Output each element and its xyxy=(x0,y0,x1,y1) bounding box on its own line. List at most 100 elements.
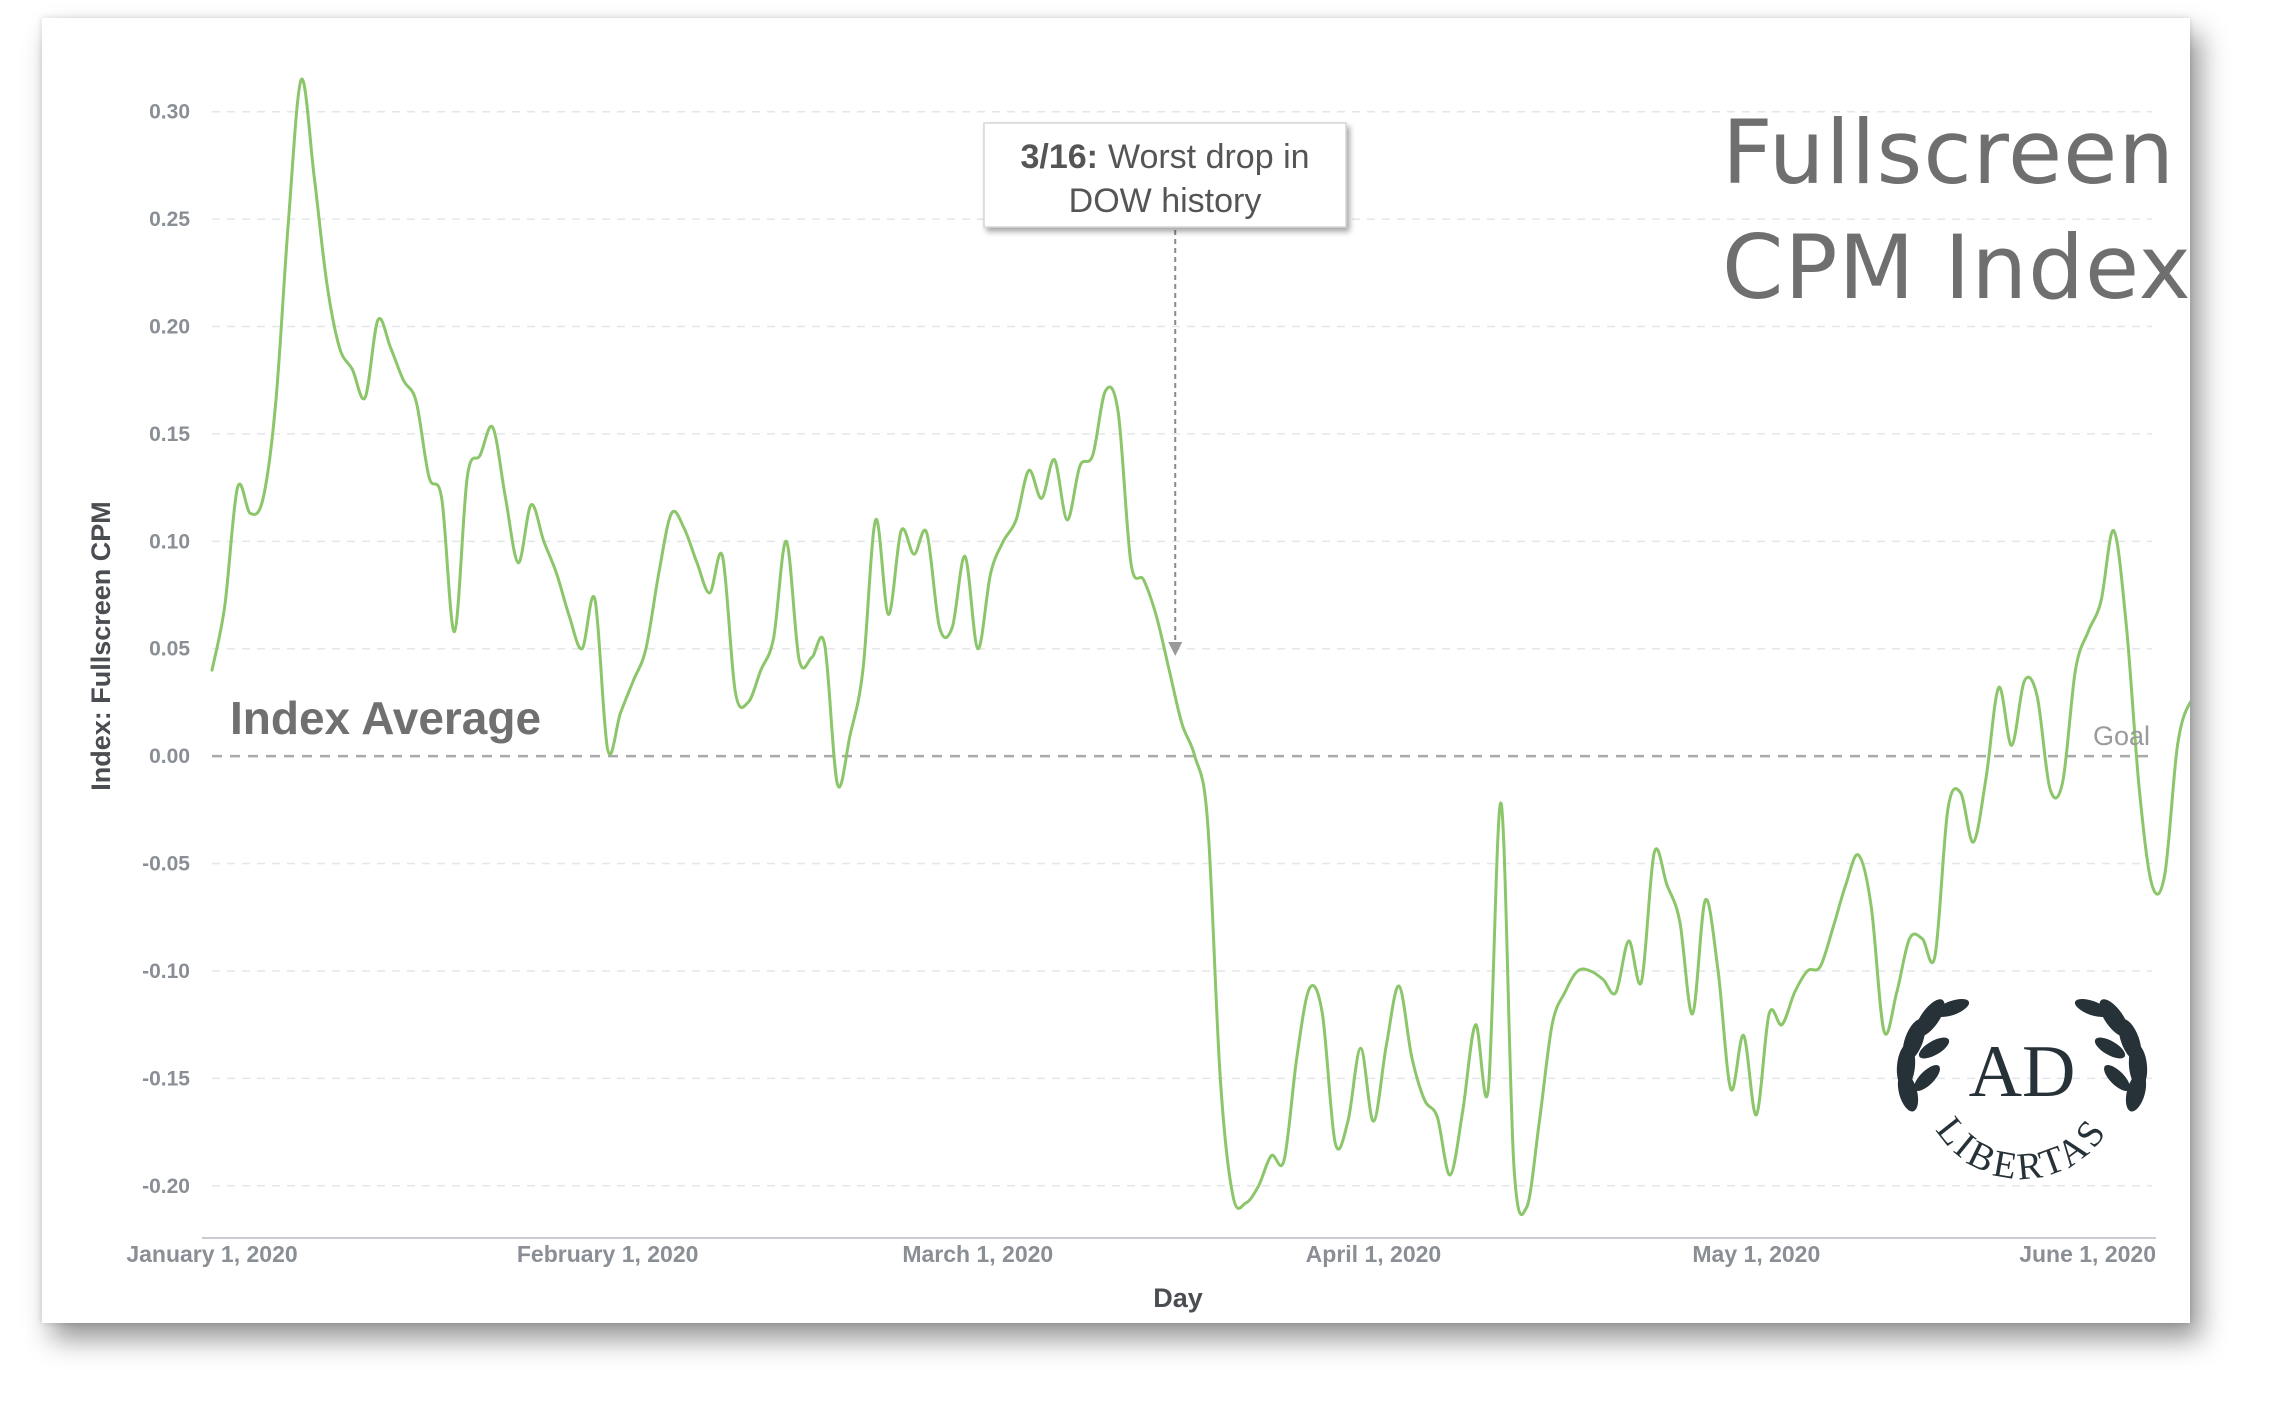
y-tick-label: -0.20 xyxy=(142,1175,190,1198)
data-point xyxy=(1666,884,1669,887)
data-point xyxy=(759,669,762,672)
data-point xyxy=(1423,1098,1426,1101)
y-tick-label: 0.05 xyxy=(149,638,190,661)
data-point xyxy=(274,400,277,403)
data-point xyxy=(1946,808,1949,811)
data-point xyxy=(606,748,609,751)
data-point xyxy=(364,396,367,399)
logo-word: LIBERTAS xyxy=(1928,1109,2116,1188)
data-point xyxy=(1640,980,1643,983)
series-line xyxy=(210,77,2190,1217)
data-point xyxy=(1410,1055,1413,1058)
data-point xyxy=(262,497,265,500)
data-point xyxy=(1857,854,1860,857)
data-point xyxy=(1717,970,1720,973)
data-point xyxy=(517,561,520,564)
data-point xyxy=(1895,991,1898,994)
data-point xyxy=(632,680,635,683)
data-point xyxy=(1053,458,1056,461)
data-point xyxy=(1870,905,1873,908)
data-point xyxy=(1551,1023,1554,1026)
data-point xyxy=(1500,802,1503,805)
data-point xyxy=(683,527,686,530)
data-point xyxy=(1078,465,1081,468)
data-point xyxy=(568,615,571,618)
x-tick-label: April 1, 2020 xyxy=(1306,1241,1442,1267)
data-point xyxy=(925,531,928,534)
annotation-line2: DOW history xyxy=(1069,182,1262,220)
index-average-label: Index Average xyxy=(230,692,541,744)
data-point xyxy=(1002,540,1005,543)
data-point xyxy=(1091,454,1094,457)
x-tick-label: March 1, 2020 xyxy=(902,1241,1053,1267)
annotation-callout: 3/16: Worst drop in DOW history xyxy=(983,122,1347,656)
data-point xyxy=(1066,518,1069,521)
data-point xyxy=(2087,630,2090,633)
data-point xyxy=(1449,1174,1452,1177)
data-point xyxy=(1908,937,1911,940)
data-point xyxy=(1142,579,1145,582)
logo-word-path: LIBERTAS xyxy=(1928,1109,2112,1188)
data-point xyxy=(670,512,673,515)
data-point xyxy=(1129,561,1132,564)
data-point xyxy=(1614,991,1617,994)
line-chart: 0.30 0.25 0.20 0.15 0.10 0.05 0.00 -0.05 -0.10 -0… xyxy=(86,77,2190,1313)
data-point xyxy=(1346,1120,1349,1123)
data-point xyxy=(1308,987,1311,990)
data-point xyxy=(900,529,903,532)
data-point xyxy=(1040,497,1043,500)
data-point xyxy=(415,400,418,403)
data-point xyxy=(696,561,699,564)
data-point xyxy=(1959,791,1962,794)
data-point xyxy=(1819,965,1822,968)
data-point xyxy=(734,690,737,693)
annotation-box xyxy=(983,122,1347,228)
data-point xyxy=(1934,954,1937,957)
data-point xyxy=(287,218,290,221)
y-tick-label: 0.20 xyxy=(149,316,190,339)
y-tick-label: 0.30 xyxy=(149,101,190,124)
annotation-line1: 3/16: Worst drop in xyxy=(1020,138,1309,176)
data-point xyxy=(1742,1034,1745,1037)
data-point xyxy=(1027,469,1030,472)
data-point xyxy=(1972,841,1975,844)
data-point xyxy=(555,572,558,575)
data-point xyxy=(1219,1077,1222,1080)
data-point xyxy=(1270,1154,1273,1157)
data-point xyxy=(887,613,890,616)
data-point xyxy=(1155,615,1158,618)
chart-card: 0.30 0.25 0.20 0.15 0.10 0.05 0.00 -0.05 -0.10 -0… xyxy=(42,18,2190,1323)
annotation-text-1: Worst drop in xyxy=(1108,138,1310,176)
data-point xyxy=(619,712,622,715)
data-point xyxy=(351,368,354,371)
data-point xyxy=(1487,1088,1490,1091)
data-point xyxy=(1372,1120,1375,1123)
data-point xyxy=(249,512,252,515)
annotation-date: 3/16: xyxy=(1020,138,1098,176)
data-point xyxy=(211,669,214,672)
data-point xyxy=(1193,755,1196,758)
data-point xyxy=(2036,695,2039,698)
data-point xyxy=(581,647,584,650)
data-point xyxy=(1806,970,1809,973)
data-point xyxy=(2138,787,2141,790)
data-point xyxy=(1793,991,1796,994)
data-point xyxy=(1257,1184,1260,1187)
data-point xyxy=(1602,978,1605,981)
data-point xyxy=(2151,884,2154,887)
data-point xyxy=(1985,776,1988,779)
data-point xyxy=(1704,899,1707,902)
x-tick-label: February 1, 2020 xyxy=(517,1241,699,1267)
x-tick-label: June 1, 2020 xyxy=(2019,1241,2156,1267)
data-point xyxy=(1168,669,1171,672)
data-point xyxy=(644,647,647,650)
data-point xyxy=(2125,626,2128,629)
data-point xyxy=(951,626,954,629)
data-point xyxy=(721,555,724,558)
logo-mark: AD xyxy=(1969,1031,2076,1113)
data-point xyxy=(593,598,596,601)
data-point xyxy=(657,572,660,575)
data-point xyxy=(1563,991,1566,994)
data-point xyxy=(530,503,533,506)
data-point xyxy=(313,175,316,178)
